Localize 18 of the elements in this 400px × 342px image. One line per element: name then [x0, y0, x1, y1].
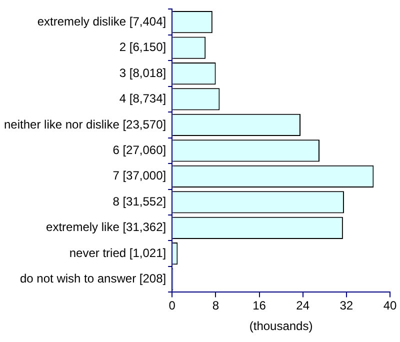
y-tick-label: 7 [37,000] — [112, 168, 166, 183]
x-tick-label: 8 — [212, 298, 220, 313]
y-tick-label: 8 [31,552] — [112, 194, 166, 208]
x-tick-label: 24 — [296, 298, 310, 313]
x-tick-label: 16 — [252, 298, 266, 313]
y-tick-label: 6 [27,060] — [112, 143, 166, 158]
x-tick-label: 32 — [340, 298, 354, 313]
y-tick-label: 4 [8,734] — [119, 92, 166, 106]
x-axis-title: (thousands) — [249, 319, 313, 334]
y-tick-label: extremely like [31,362] — [46, 220, 166, 234]
y-tick-label: 2 [6,150] — [119, 40, 166, 54]
y-tick-label: 3 [8,018] — [119, 66, 166, 80]
y-tick-label: extremely dislike [7,404] — [37, 14, 166, 28]
y-tick-label: do not wish to answer [208] — [20, 272, 166, 286]
y-tick-label: neither like nor dislike [23,570] — [4, 117, 166, 132]
x-tick-label: 0 — [168, 298, 176, 313]
x-tick-label: 40 — [383, 298, 397, 313]
y-tick-label: never tried [1,021] — [69, 246, 166, 260]
